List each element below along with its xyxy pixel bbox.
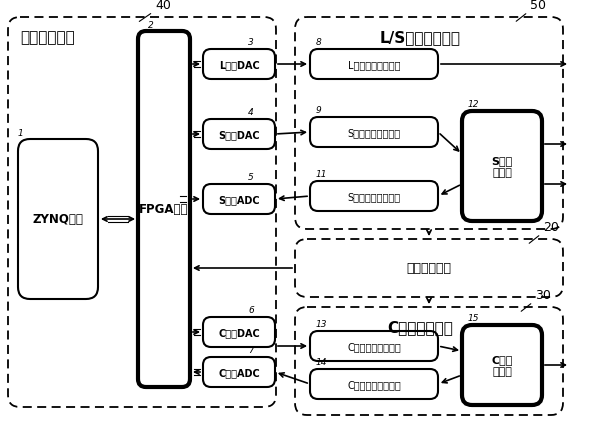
FancyBboxPatch shape <box>203 184 275 215</box>
Text: C波段接收通道单元: C波段接收通道单元 <box>347 379 401 389</box>
Text: 3: 3 <box>248 38 254 47</box>
FancyBboxPatch shape <box>462 325 542 405</box>
Text: ZYNQ单元: ZYNQ单元 <box>33 213 83 226</box>
Text: 6: 6 <box>248 305 254 314</box>
FancyBboxPatch shape <box>203 357 275 387</box>
FancyBboxPatch shape <box>310 118 438 148</box>
Text: 13: 13 <box>316 319 327 328</box>
Text: 4: 4 <box>248 108 254 117</box>
Text: 12: 12 <box>468 100 479 109</box>
Text: C波段发射通道单元: C波段发射通道单元 <box>347 341 401 351</box>
Text: C波段
环形器: C波段 环形器 <box>491 354 513 376</box>
FancyBboxPatch shape <box>310 50 438 80</box>
FancyBboxPatch shape <box>8 18 276 407</box>
Text: 信号处理模块: 信号处理模块 <box>20 30 75 45</box>
FancyBboxPatch shape <box>203 120 275 150</box>
Text: L波段发射通道单元: L波段发射通道单元 <box>348 60 400 70</box>
Text: S波段ADC: S波段ADC <box>218 195 260 204</box>
FancyBboxPatch shape <box>203 50 275 80</box>
Text: 1: 1 <box>18 129 24 138</box>
Text: 11: 11 <box>316 170 327 178</box>
Text: C波段DAC: C波段DAC <box>218 327 260 337</box>
Text: 5: 5 <box>248 173 254 181</box>
Text: S波段发射通道单元: S波段发射通道单元 <box>347 128 400 138</box>
Text: 二次电源模块: 二次电源模块 <box>406 262 452 275</box>
Text: S波段接收通道单元: S波段接收通道单元 <box>347 192 400 201</box>
Text: 7: 7 <box>248 345 254 354</box>
FancyBboxPatch shape <box>18 140 98 299</box>
Text: 30: 30 <box>535 288 551 301</box>
FancyBboxPatch shape <box>138 32 190 387</box>
Text: 50: 50 <box>530 0 546 12</box>
Text: 14: 14 <box>316 357 327 366</box>
Text: C波段射频模块: C波段射频模块 <box>387 319 453 334</box>
Text: FPGA单元: FPGA单元 <box>139 203 189 216</box>
Text: 2: 2 <box>148 21 154 30</box>
FancyBboxPatch shape <box>203 317 275 347</box>
Text: L波段DAC: L波段DAC <box>219 60 259 70</box>
Text: 8: 8 <box>316 38 322 47</box>
FancyBboxPatch shape <box>310 369 438 399</box>
FancyBboxPatch shape <box>295 307 563 415</box>
FancyBboxPatch shape <box>462 112 542 222</box>
Text: 40: 40 <box>155 0 171 12</box>
FancyBboxPatch shape <box>310 331 438 361</box>
Text: 15: 15 <box>468 313 479 322</box>
Text: 20: 20 <box>543 221 559 233</box>
FancyBboxPatch shape <box>295 18 563 230</box>
Text: 9: 9 <box>316 106 322 115</box>
FancyBboxPatch shape <box>295 239 563 297</box>
Text: C波段ADC: C波段ADC <box>218 367 260 377</box>
Text: S波段DAC: S波段DAC <box>218 130 260 140</box>
Text: S波段
环形器: S波段 环形器 <box>491 156 513 177</box>
Text: L/S波段射频模块: L/S波段射频模块 <box>379 30 461 45</box>
FancyBboxPatch shape <box>310 181 438 211</box>
